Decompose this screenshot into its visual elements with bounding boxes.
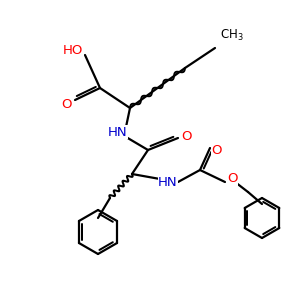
Text: HO: HO <box>63 44 83 56</box>
Text: O: O <box>212 143 222 157</box>
Text: HN: HN <box>108 125 128 139</box>
Text: O: O <box>182 130 192 142</box>
Text: O: O <box>62 98 72 110</box>
Text: HN: HN <box>158 176 178 188</box>
Text: O: O <box>227 172 237 185</box>
Text: CH$_3$: CH$_3$ <box>220 28 244 43</box>
